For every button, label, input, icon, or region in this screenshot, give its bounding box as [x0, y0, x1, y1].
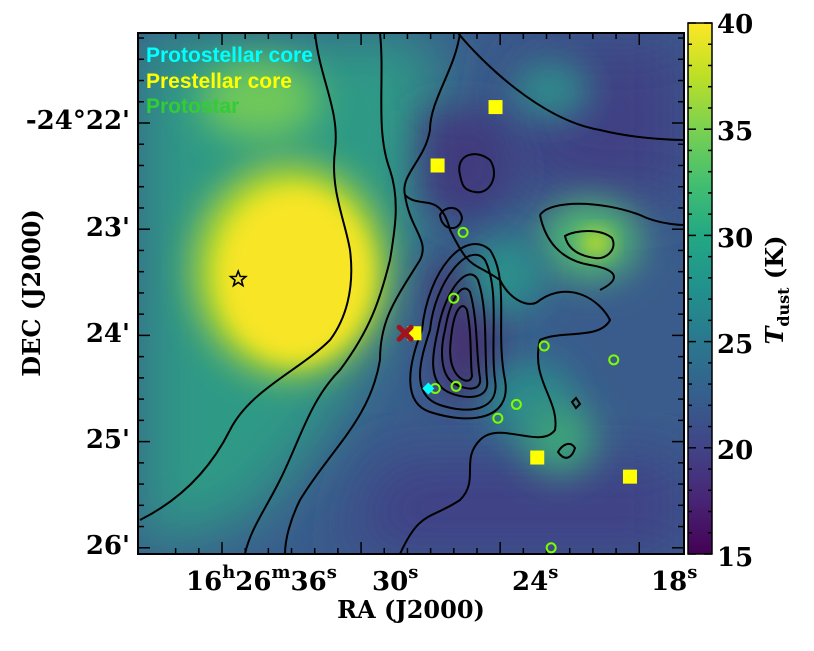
- prestellar-core-marker: [622, 469, 637, 484]
- prestellar-core-marker: [530, 450, 545, 465]
- y-tick-label: 25': [86, 425, 130, 455]
- x-tick-label-ra-hms: 16h26m36s: [186, 562, 337, 597]
- protostar-marker: [457, 226, 469, 238]
- ra-minutes: 26: [235, 567, 271, 597]
- star-marker: [228, 268, 248, 288]
- legend-protostellar-core: Protostellar core: [146, 44, 313, 67]
- x-tick-label: 30s: [372, 562, 418, 597]
- y-tick-label: 26': [86, 531, 130, 561]
- protostar-marker: [450, 380, 462, 392]
- legend: Protostellar core Prestellar core Protos…: [146, 44, 313, 118]
- x-cross-marker: [396, 324, 414, 342]
- prestellar-core-marker: [430, 158, 445, 173]
- colorbar-tick-label: 35: [717, 117, 753, 147]
- y-axis-title: DEC (J2000): [17, 209, 46, 376]
- x-axis-title: RA (J2000): [337, 595, 485, 624]
- x-tick-label: 24s: [512, 562, 558, 597]
- legend-prestellar-core: Prestellar core: [146, 70, 292, 93]
- colorbar-gradient: [687, 22, 713, 555]
- protostar-marker: [545, 542, 557, 554]
- y-tick-labels: -24°22' 23' 24' 25' 26': [26, 106, 130, 561]
- x-tick-label: 18s: [651, 562, 697, 597]
- protostar-marker: [492, 412, 504, 424]
- protostar-marker: [608, 354, 620, 366]
- colorbar-tick-label: 40: [717, 10, 753, 40]
- y-tick-label: 24': [86, 319, 130, 349]
- ra-hours: 16: [186, 567, 222, 597]
- colorbar: 40 35 30 25 20 15 Tdust (K): [687, 10, 793, 573]
- colorbar-tick-label: 20: [717, 436, 753, 466]
- source-markers: [228, 100, 637, 554]
- axis-ticks: [138, 33, 684, 554]
- protostar-marker: [538, 340, 550, 352]
- protostellar-core-marker: [422, 382, 435, 395]
- contour-lines: [139, 33, 684, 554]
- prestellar-core-marker: [488, 100, 503, 115]
- legend-protostar: Protostar: [146, 95, 239, 118]
- heatmap-image: [138, 33, 684, 554]
- y-tick-label: -24°22': [26, 106, 130, 136]
- x-tick-labels: 16h26m36s 30s 24s 18s: [186, 562, 697, 597]
- y-tick-label: 23': [86, 213, 130, 243]
- colorbar-tick-label: 30: [717, 224, 753, 254]
- colorbar-tick-label: 15: [717, 543, 753, 573]
- colorbar-tick-label: 25: [717, 330, 753, 360]
- ra-seconds: 36: [291, 567, 327, 597]
- protostar-marker: [510, 398, 522, 410]
- protostar-marker: [448, 292, 460, 304]
- colorbar-title: Tdust (K): [760, 235, 793, 344]
